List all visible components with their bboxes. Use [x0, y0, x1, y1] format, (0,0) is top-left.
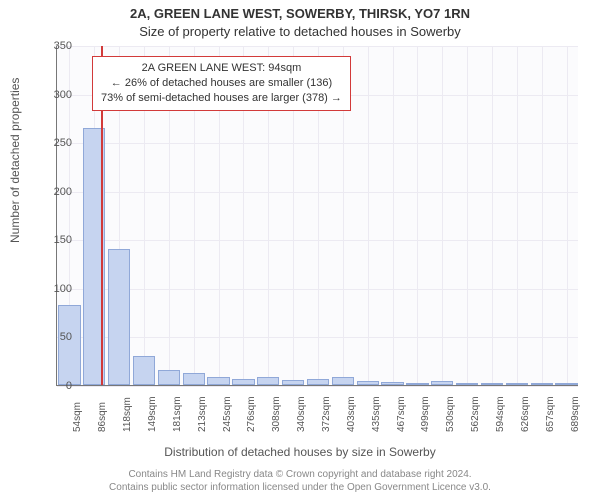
- x-tick-label: 403sqm: [346, 396, 357, 432]
- x-tick-label: 245sqm: [222, 396, 233, 432]
- annotation-box: 2A GREEN LANE WEST: 94sqm ← 26% of detac…: [92, 56, 351, 111]
- histogram-bar: [183, 373, 205, 385]
- histogram-bar: [232, 379, 254, 385]
- grid-line-v: [442, 46, 443, 385]
- x-tick-label: 118sqm: [122, 397, 133, 432]
- annotation-line3: 73% of semi-detached houses are larger (…: [101, 91, 342, 106]
- histogram-bar: [307, 379, 329, 385]
- x-tick-label: 467sqm: [396, 396, 407, 432]
- x-tick-label: 594sqm: [495, 396, 506, 432]
- y-axis-label: Number of detached properties: [8, 78, 22, 243]
- grid-line-v: [467, 46, 468, 385]
- grid-line-v: [567, 46, 568, 385]
- x-tick-label: 149sqm: [147, 396, 158, 432]
- histogram-bar: [58, 305, 80, 385]
- histogram-bar: [133, 356, 155, 385]
- y-tick-label: 300: [32, 89, 72, 101]
- histogram-bar: [207, 377, 229, 385]
- x-tick-label: 308sqm: [271, 396, 282, 432]
- grid-line-v: [393, 46, 394, 385]
- x-tick-label: 626sqm: [520, 396, 531, 432]
- histogram-bar: [531, 383, 553, 385]
- annotation-line2: ← 26% of detached houses are smaller (13…: [101, 76, 342, 91]
- y-tick-label: 200: [32, 186, 72, 198]
- histogram-bar: [282, 380, 304, 385]
- x-tick-label: 530sqm: [445, 396, 456, 432]
- histogram-bar: [332, 377, 354, 385]
- grid-line-v: [417, 46, 418, 385]
- x-tick-label: 499sqm: [420, 396, 431, 432]
- grid-line-h: [57, 386, 578, 387]
- y-tick-label: 250: [32, 137, 72, 149]
- x-tick-label: 657sqm: [545, 396, 556, 432]
- footer-line1: Contains HM Land Registry data © Crown c…: [0, 468, 600, 481]
- histogram-bar: [158, 370, 180, 385]
- grid-line-v: [517, 46, 518, 385]
- x-tick-label: 54sqm: [72, 402, 83, 432]
- x-tick-label: 435sqm: [371, 396, 382, 432]
- x-axis-label: Distribution of detached houses by size …: [0, 445, 600, 459]
- chart-subtitle: Size of property relative to detached ho…: [0, 24, 600, 39]
- y-tick-label: 50: [32, 331, 72, 343]
- x-tick-label: 562sqm: [470, 396, 481, 432]
- histogram-bar: [456, 383, 478, 385]
- chart-title: 2A, GREEN LANE WEST, SOWERBY, THIRSK, YO…: [0, 6, 600, 21]
- annotation-line1: 2A GREEN LANE WEST: 94sqm: [101, 61, 342, 76]
- grid-line-v: [542, 46, 543, 385]
- y-tick-label: 0: [32, 380, 72, 392]
- y-tick-label: 350: [32, 40, 72, 52]
- y-tick-label: 150: [32, 234, 72, 246]
- grid-line-v: [492, 46, 493, 385]
- x-tick-label: 340sqm: [296, 396, 307, 432]
- histogram-bar: [257, 377, 279, 385]
- y-tick-label: 100: [32, 283, 72, 295]
- histogram-bar: [506, 383, 528, 385]
- x-tick-label: 689sqm: [570, 396, 581, 432]
- histogram-bar: [481, 383, 503, 385]
- chart-container: 2A, GREEN LANE WEST, SOWERBY, THIRSK, YO…: [0, 0, 600, 500]
- footer-attribution: Contains HM Land Registry data © Crown c…: [0, 468, 600, 494]
- histogram-bar: [381, 382, 403, 385]
- footer-line2: Contains public sector information licen…: [0, 481, 600, 494]
- histogram-bar: [357, 381, 379, 385]
- x-tick-label: 86sqm: [97, 402, 108, 432]
- histogram-bar: [431, 381, 453, 385]
- x-tick-label: 213sqm: [197, 396, 208, 432]
- histogram-bar: [108, 249, 130, 385]
- x-tick-label: 372sqm: [321, 396, 332, 432]
- histogram-bar: [406, 383, 428, 385]
- x-tick-label: 181sqm: [172, 396, 183, 432]
- x-tick-label: 276sqm: [246, 396, 257, 432]
- histogram-bar: [555, 383, 577, 385]
- grid-line-v: [368, 46, 369, 385]
